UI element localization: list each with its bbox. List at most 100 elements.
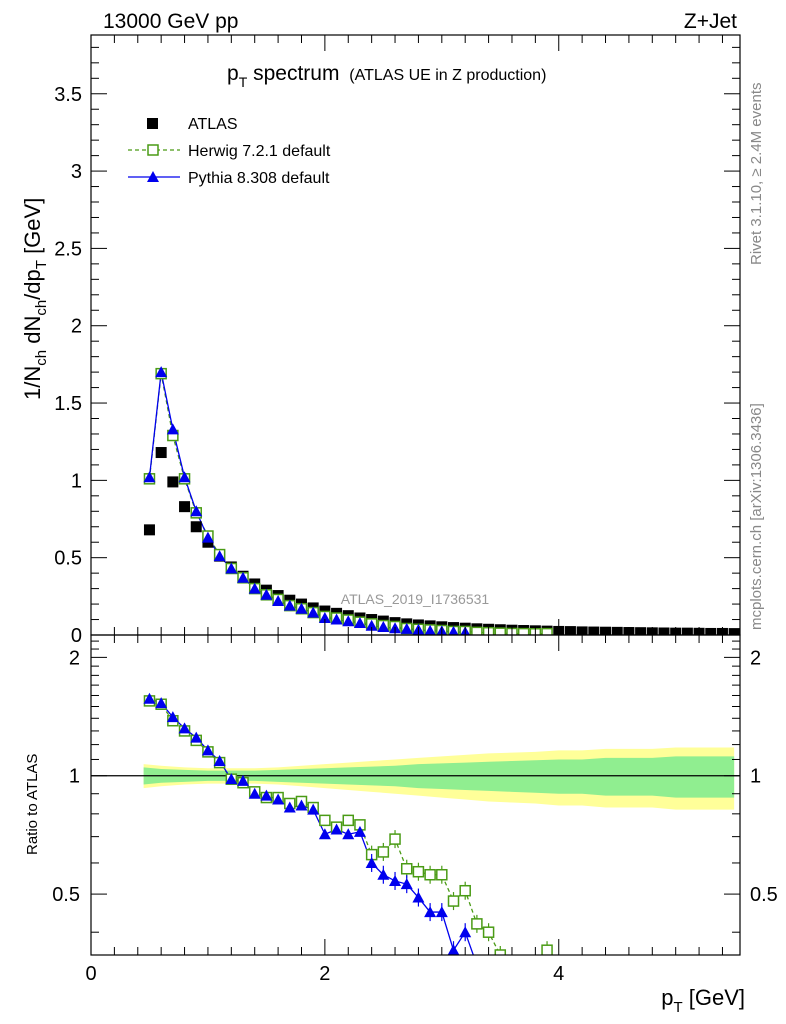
atlas-point [611,626,623,635]
herwig-ratio-point [482,926,495,938]
pythia-ratio-point [307,803,320,815]
x-label-rest: [GeV] [683,985,745,1010]
x-label-main: p [661,985,673,1010]
atlas-point [167,476,179,488]
y-tick-label: 1.5 [54,393,82,415]
ratio-y-tick-label-right: 1 [750,766,761,788]
pythia-point [295,602,308,614]
pythia-point [272,594,285,606]
pythia-ratio-point [389,874,402,886]
herwig-ratio-point [541,944,553,955]
pythia-point [248,582,261,594]
atlas-point [155,447,167,459]
pythia-ratio-point [260,789,273,801]
herwig-ratio-point [507,965,517,975]
pythia-point [365,619,378,631]
atlas-point [681,627,693,635]
pythia-ratio-point [342,828,355,840]
legend-entry-atlas: ATLAS [147,116,238,133]
pythia-point [237,571,250,583]
pythia-point [318,611,331,623]
ratio-y-tick-label-right: 2 [750,647,761,669]
pythia-ratio-point [237,774,250,786]
pythia-point [353,616,366,628]
herwig-ratio-point [412,865,425,878]
legend-entry-herwig: Herwig 7.2.1 default [128,143,331,160]
herwig-ratio-point [447,895,460,907]
x-tick-label: 4 [553,963,564,985]
pythia-ratio-point [248,787,261,799]
herwig-ratio-point [519,971,529,981]
pythia-point [260,588,273,600]
x-label-sub: T [673,999,682,1016]
pythia-point [166,423,179,435]
pythia-ratio-point [353,825,366,837]
ratio-y-tick-label: 2 [69,647,80,669]
atlas-point [705,627,717,635]
legend-entry-pythia: Pythia 8.308 default [128,170,330,187]
y-axis-label: 1/Nch dNch/dpT [GeV] [20,198,50,400]
herwig-point [471,626,483,635]
pythia-ratio-point [225,773,238,785]
ratio-y-tick-label-right: 0.5 [750,884,778,906]
x-axis-label: pT [GeV] [661,985,745,1016]
legend: ATLAS Herwig 7.2.1 default Pythia 8.308 … [128,116,331,187]
x-tick-label: 2 [319,963,330,985]
atlas-point [635,627,647,635]
herwig-ratio-point [319,814,331,827]
pythia-point [225,562,238,574]
ratio-y-tick-label: 0.5 [52,884,80,906]
pythia-ratio-point [213,755,226,767]
ratio-panel-data [143,692,553,981]
pythia-point [307,606,320,618]
y-tick-label: 2 [71,316,82,338]
pythia-ratio-point [178,722,191,734]
herwig-ratio-point [436,868,448,881]
atlas-point [179,501,191,513]
herwig-ratio-line [149,700,548,955]
herwig-ratio-point [342,814,355,827]
pythia-line [148,371,466,633]
pythia-point [424,624,436,635]
pythia-ratio-point [365,856,378,868]
pythia-point [178,471,191,483]
atlas-point [658,627,670,635]
ratio-y-label: Ratio to ATLAS [24,754,41,855]
pythia-point [155,366,168,378]
pythia-ratio-point [471,959,483,970]
pythia-ratio-point [155,697,168,709]
ratio-y-tick-label: 1 [69,766,80,788]
pythia-point [400,622,413,634]
herwig-ratio-point [459,884,471,897]
header-left: 13000 GeV pp [103,10,238,33]
herwig-ratio-point [400,863,413,875]
pythia-point [330,613,343,625]
svg-text:1/Nch dNch/dpT [GeV]: 1/Nch dNch/dpT [GeV] [20,198,50,400]
pythia-ratio-point [412,891,425,903]
herwig-ratio-point [389,833,401,845]
herwig-ratio-point [424,868,436,881]
y-tick-label: 0 [71,625,82,647]
legend-label-pythia: Pythia 8.308 default [188,170,330,187]
pythia-ratio-point [400,878,413,890]
herwig-ratio-point [494,949,507,955]
atlas-point [143,524,155,536]
pythia-point [342,615,355,627]
pythia-ratio-point [318,828,331,840]
pythia-ratio-point [283,801,296,813]
stat-uncertainty-band [143,756,735,798]
title-main-rest: spectrum [247,62,339,85]
axes: 0 2 400.511.522.533.50.5 0.51 12 2 [52,35,778,985]
pythia-ratio-point [435,906,448,918]
y-tick-label: 0.5 [54,548,82,570]
ratio-uncertainty-bands [91,747,740,810]
pythia-point [143,471,156,483]
pythia-ratio-point [424,906,437,918]
ratio-panel-frame [90,634,741,956]
side-label-bottom: mcplots.cern.ch [arXiv:1306.3436] [748,403,765,630]
pythia-point [201,531,214,543]
pythia-point [377,620,390,632]
x-tick-label: 0 [85,963,96,985]
pythia-point [448,625,459,635]
